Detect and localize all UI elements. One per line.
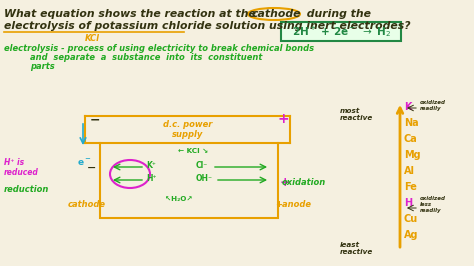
Text: −: − — [87, 163, 96, 173]
Text: oxidation: oxidation — [282, 178, 326, 187]
Text: oxidized: oxidized — [420, 196, 446, 201]
Text: +: + — [278, 112, 290, 126]
Text: less: less — [420, 202, 432, 207]
Text: H: H — [404, 198, 412, 208]
Text: Na: Na — [404, 118, 419, 128]
Text: cathode: cathode — [68, 200, 106, 209]
Text: cathode: cathode — [252, 9, 301, 19]
FancyBboxPatch shape — [281, 22, 401, 41]
Text: Cl⁻: Cl⁻ — [196, 161, 208, 170]
Text: H⁺ is
reduced: H⁺ is reduced — [4, 158, 39, 177]
Text: +anode: +anode — [275, 200, 311, 209]
Text: H⁺: H⁺ — [146, 174, 156, 183]
Text: most
reactive: most reactive — [340, 108, 373, 121]
Text: electrolysis - process of using electricity to break chemical bonds: electrolysis - process of using electric… — [4, 44, 314, 53]
Text: What equation shows the reaction at the: What equation shows the reaction at the — [4, 9, 260, 19]
Text: e: e — [78, 158, 84, 167]
Text: oxidized: oxidized — [420, 100, 446, 105]
Text: electrolysis of potassium chloride solution using inert electrodes?: electrolysis of potassium chloride solut… — [4, 21, 410, 31]
Text: 2H$^+$ + 2e$^-$ $\rightarrow$ H$_2$: 2H$^+$ + 2e$^-$ $\rightarrow$ H$_2$ — [292, 24, 392, 39]
Text: KCl: KCl — [84, 34, 100, 43]
Text: OH⁻: OH⁻ — [196, 174, 213, 183]
Text: ← KCl ↘: ← KCl ↘ — [178, 148, 208, 154]
Text: d.c. power
supply: d.c. power supply — [164, 120, 213, 139]
Text: Al: Al — [404, 166, 415, 176]
Text: Ag: Ag — [404, 230, 419, 240]
Text: readily: readily — [420, 208, 442, 213]
Text: and  separate  a  substance  into  its  constituent: and separate a substance into its consti… — [30, 53, 263, 62]
Text: parts: parts — [30, 62, 55, 71]
Text: Ca: Ca — [404, 134, 418, 144]
Text: K⁺: K⁺ — [146, 161, 156, 170]
Text: reduction: reduction — [4, 185, 49, 194]
Text: −: − — [90, 113, 100, 126]
Text: +: + — [280, 177, 291, 189]
Text: Fe: Fe — [404, 182, 417, 192]
Text: least
reactive: least reactive — [340, 242, 373, 255]
Text: Cu: Cu — [404, 214, 418, 224]
Text: K: K — [404, 102, 411, 112]
Text: ↖H₂O↗: ↖H₂O↗ — [165, 196, 192, 202]
Text: during the: during the — [303, 9, 371, 19]
Text: readily: readily — [420, 106, 442, 111]
Text: −: − — [84, 156, 90, 162]
Text: Mg: Mg — [404, 150, 420, 160]
